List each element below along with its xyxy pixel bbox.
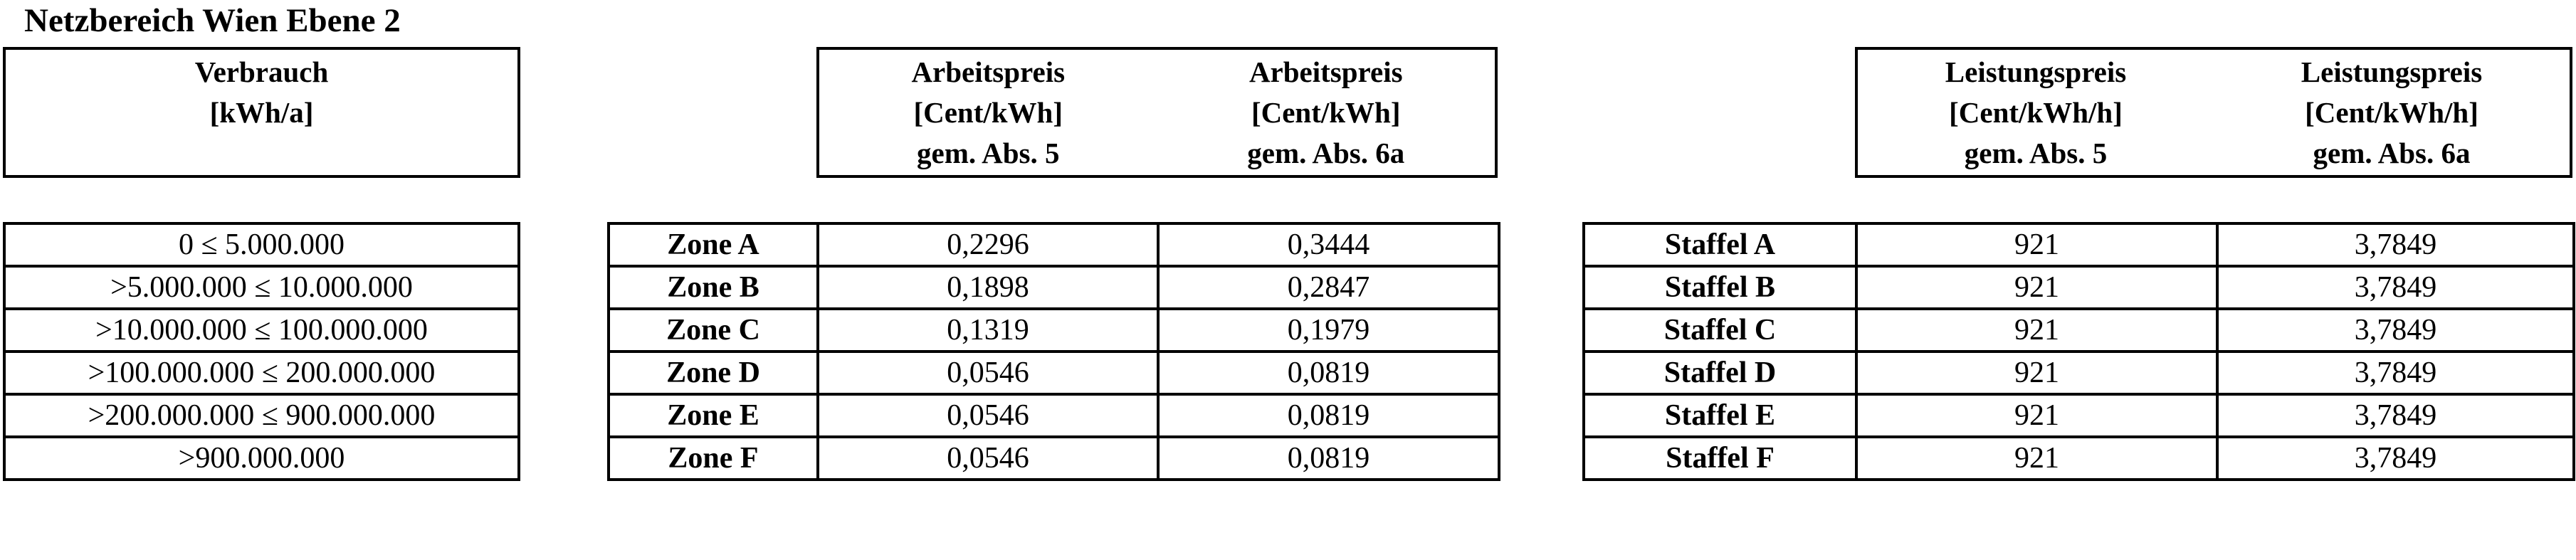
zone-label: Zone E <box>607 393 819 438</box>
verbrauch-header-line-1: Verbrauch <box>194 56 329 88</box>
table-row: 0 ≤ 5.000.000 <box>3 222 520 268</box>
table-row: >10.000.000 ≤ 100.000.000 <box>3 307 520 353</box>
arbeitspreis-abs5-value: 0,0546 <box>816 435 1160 481</box>
verbrauch-range-cell: 0 ≤ 5.000.000 <box>3 222 520 268</box>
arbeitspreis-abs5-value: 0,0546 <box>816 393 1160 438</box>
leistungspreis-abs5-value: 921 <box>1855 393 2219 438</box>
table-row: Staffel A 921 3,7849 <box>1582 222 2575 268</box>
table-row: Zone D 0,0546 0,0819 <box>607 350 1500 396</box>
arbeitspreis-abs6a-value: 0,0819 <box>1157 350 1500 396</box>
arbeitspreis-abs6a-line-2: [Cent/kWh] <box>1251 96 1401 129</box>
staffel-label: Staffel F <box>1582 435 1858 481</box>
leistungspreis-abs5-line-1: Leistungspreis <box>1945 56 2127 88</box>
leistungspreis-abs6a-value: 3,7849 <box>2216 265 2575 310</box>
arbeitspreis-abs5-line-3: gem. Abs. 5 <box>917 137 1060 169</box>
arbeitspreis-abs6a-value: 0,1979 <box>1157 307 1500 353</box>
arbeitspreis-table: Zone A 0,2296 0,3444 Zone B 0,1898 0,284… <box>607 222 1500 481</box>
leistungspreis-abs5-line-3: gem. Abs. 5 <box>1964 137 2108 169</box>
leistungspreis-abs6a-value: 3,7849 <box>2216 393 2575 438</box>
verbrauch-table: 0 ≤ 5.000.000 >5.000.000 ≤ 10.000.000 >1… <box>3 222 520 481</box>
staffel-label: Staffel B <box>1582 265 1858 310</box>
leistungspreis-abs5-value: 921 <box>1855 435 2219 481</box>
arbeitspreis-abs6a-header: Arbeitspreis [Cent/kWh] gem. Abs. 6a <box>1157 50 1495 175</box>
table-row: >5.000.000 ≤ 10.000.000 <box>3 265 520 310</box>
leistungspreis-abs6a-line-2: [Cent/kWh/h] <box>2305 96 2478 129</box>
arbeitspreis-abs5-line-1: Arbeitspreis <box>911 56 1066 88</box>
verbrauch-range-cell: >5.000.000 ≤ 10.000.000 <box>3 265 520 310</box>
leistungspreis-abs5-header: Leistungspreis [Cent/kWh/h] gem. Abs. 5 <box>1858 50 2214 175</box>
table-row: Staffel F 921 3,7849 <box>1582 435 2575 481</box>
page-title: Netzbereich Wien Ebene 2 <box>24 2 401 39</box>
verbrauch-range-cell: >200.000.000 ≤ 900.000.000 <box>3 393 520 438</box>
verbrauch-range-cell: >900.000.000 <box>3 435 520 481</box>
zone-label: Zone C <box>607 307 819 353</box>
arbeitspreis-abs6a-value: 0,2847 <box>1157 265 1500 310</box>
leistungspreis-abs6a-line-3: gem. Abs. 6a <box>2313 137 2471 169</box>
verbrauch-header-line-2: [kWh/a] <box>209 96 314 129</box>
table-row: Zone C 0,1319 0,1979 <box>607 307 1500 353</box>
table-row: >200.000.000 ≤ 900.000.000 <box>3 393 520 438</box>
staffel-label: Staffel C <box>1582 307 1858 353</box>
table-row: >900.000.000 <box>3 435 520 481</box>
leistungspreis-abs5-line-2: [Cent/kWh/h] <box>1949 96 2123 129</box>
arbeitspreis-abs5-value: 0,0546 <box>816 350 1160 396</box>
zone-label: Zone B <box>607 265 819 310</box>
table-row: >100.000.000 ≤ 200.000.000 <box>3 350 520 396</box>
arbeitspreis-abs6a-value: 0,0819 <box>1157 393 1500 438</box>
table-row: Zone E 0,0546 0,0819 <box>607 393 1500 438</box>
leistungspreis-abs6a-value: 3,7849 <box>2216 307 2575 353</box>
zone-label: Zone D <box>607 350 819 396</box>
leistungspreis-abs6a-value: 3,7849 <box>2216 350 2575 396</box>
arbeitspreis-header-box: Arbeitspreis [Cent/kWh] gem. Abs. 5 Arbe… <box>816 47 1498 178</box>
arbeitspreis-abs5-value: 0,1898 <box>816 265 1160 310</box>
verbrauch-range-cell: >10.000.000 ≤ 100.000.000 <box>3 307 520 353</box>
leistungspreis-abs6a-value: 3,7849 <box>2216 222 2575 268</box>
arbeitspreis-abs6a-value: 0,3444 <box>1157 222 1500 268</box>
leistungspreis-abs5-value: 921 <box>1855 307 2219 353</box>
table-row: Staffel D 921 3,7849 <box>1582 350 2575 396</box>
arbeitspreis-abs5-line-2: [Cent/kWh] <box>913 96 1063 129</box>
verbrauch-header-box: Verbrauch [kWh/a] <box>3 47 520 178</box>
leistungspreis-abs6a-line-1: Leistungspreis <box>2301 56 2483 88</box>
table-row: Zone B 0,1898 0,2847 <box>607 265 1500 310</box>
arbeitspreis-abs6a-line-1: Arbeitspreis <box>1248 56 1403 88</box>
zone-label: Zone F <box>607 435 819 481</box>
table-row: Staffel C 921 3,7849 <box>1582 307 2575 353</box>
staffel-label: Staffel E <box>1582 393 1858 438</box>
table-row: Staffel E 921 3,7849 <box>1582 393 2575 438</box>
arbeitspreis-abs5-header: Arbeitspreis [Cent/kWh] gem. Abs. 5 <box>819 50 1157 175</box>
leistungspreis-header-box: Leistungspreis [Cent/kWh/h] gem. Abs. 5 … <box>1855 47 2572 178</box>
leistungspreis-table: Staffel A 921 3,7849 Staffel B 921 3,784… <box>1582 222 2575 481</box>
table-row: Zone F 0,0546 0,0819 <box>607 435 1500 481</box>
arbeitspreis-abs6a-value: 0,0819 <box>1157 435 1500 481</box>
leistungspreis-abs5-value: 921 <box>1855 350 2219 396</box>
table-row: Staffel B 921 3,7849 <box>1582 265 2575 310</box>
staffel-label: Staffel A <box>1582 222 1858 268</box>
leistungspreis-abs5-value: 921 <box>1855 222 2219 268</box>
leistungspreis-abs6a-header: Leistungspreis [Cent/kWh/h] gem. Abs. 6a <box>2214 50 2570 175</box>
arbeitspreis-abs5-value: 0,2296 <box>816 222 1160 268</box>
zone-label: Zone A <box>607 222 819 268</box>
arbeitspreis-abs5-value: 0,1319 <box>816 307 1160 353</box>
leistungspreis-abs5-value: 921 <box>1855 265 2219 310</box>
staffel-label: Staffel D <box>1582 350 1858 396</box>
verbrauch-range-cell: >100.000.000 ≤ 200.000.000 <box>3 350 520 396</box>
table-row: Zone A 0,2296 0,3444 <box>607 222 1500 268</box>
arbeitspreis-abs6a-line-3: gem. Abs. 6a <box>1247 137 1405 169</box>
leistungspreis-abs6a-value: 3,7849 <box>2216 435 2575 481</box>
